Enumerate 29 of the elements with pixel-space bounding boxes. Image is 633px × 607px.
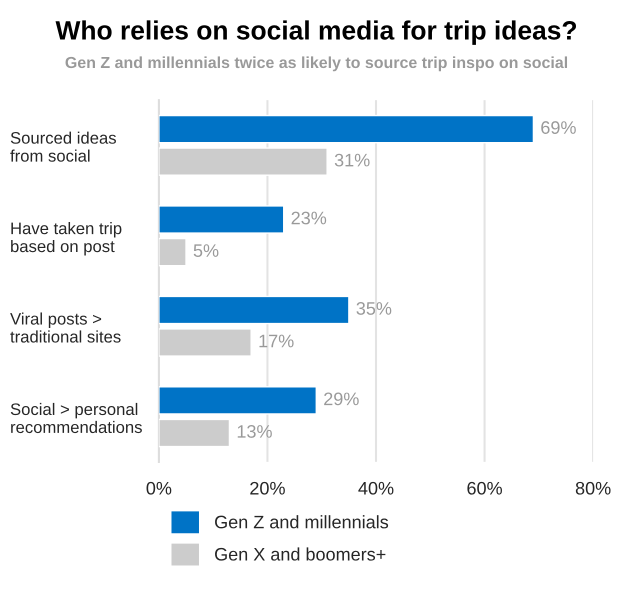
y-tick-label: Social > personal recommendations <box>10 402 142 434</box>
data-label: 31% <box>334 154 370 167</box>
bar <box>158 205 284 234</box>
chart-title: Who relies on social media for trip ideas? <box>56 20 576 45</box>
data-label: 17% <box>259 334 294 348</box>
data-label: 5% <box>194 244 218 257</box>
x-tick-label: 60% <box>467 482 502 495</box>
bar <box>158 147 328 176</box>
legend-label: Gen X and boomers+ <box>215 547 386 561</box>
bar <box>158 418 230 448</box>
y-tick-label: Sourced ideas from social <box>10 132 116 162</box>
x-tick-label: 40% <box>358 482 394 495</box>
x-tick-label: 0% <box>146 482 172 495</box>
x-tick-label: 20% <box>250 482 285 495</box>
bar <box>158 238 187 266</box>
bar <box>158 114 534 144</box>
legend-label: Gen Z and millennials <box>215 515 388 528</box>
y-tick-label: Viral posts > traditional sites <box>10 312 121 343</box>
chart-subtitle: Gen Z and millennials twice as likely to source trip inspo on social <box>66 56 568 72</box>
bar <box>158 296 350 324</box>
data-label: 13% <box>238 425 272 438</box>
x-tick-label: 80% <box>576 482 611 495</box>
bar <box>158 328 252 357</box>
data-label: 29% <box>324 392 359 406</box>
data-label: 35% <box>356 302 392 315</box>
bar <box>158 386 317 415</box>
data-label: 23% <box>292 212 326 224</box>
data-label: 69% <box>541 121 576 134</box>
y-tick-label: Have taken trip based on post <box>11 222 122 256</box>
